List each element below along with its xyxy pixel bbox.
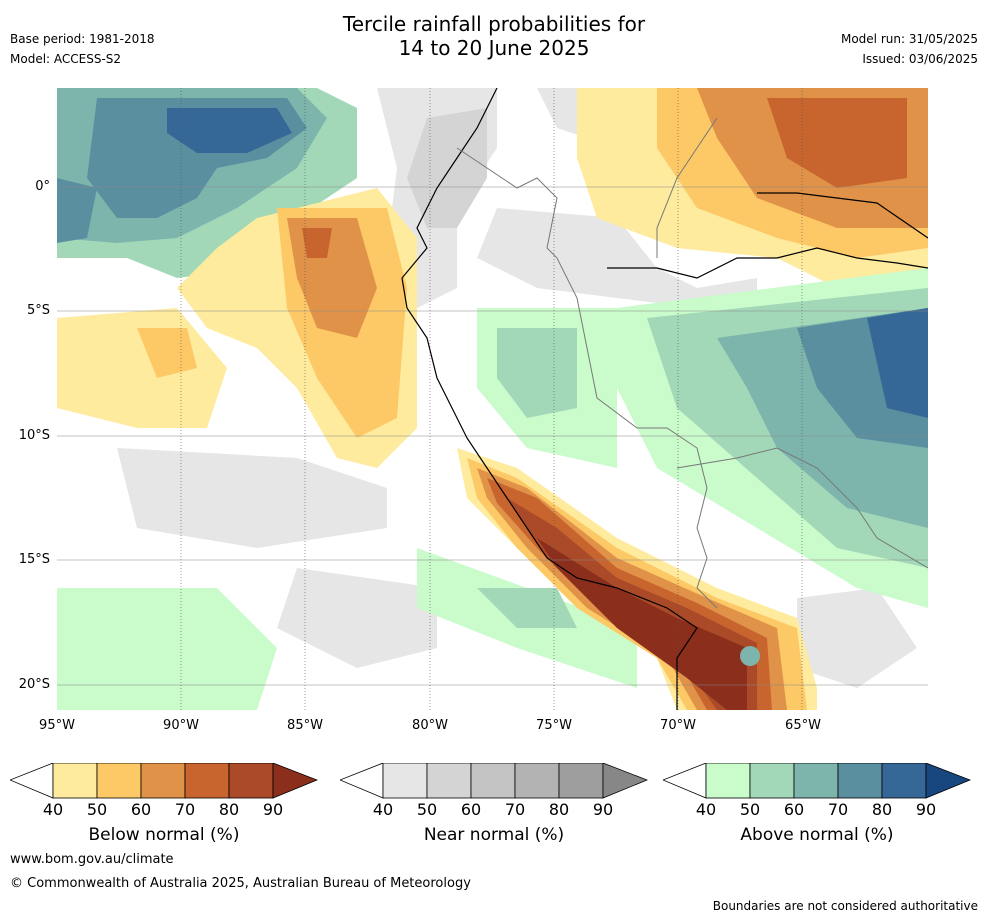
map-title: Tercile rainfall probabilities for 14 to… (0, 12, 988, 60)
lon-label-65w: 65°W (785, 718, 821, 733)
lat-label-20s: 20°S (18, 677, 50, 692)
above-seg-2 (749, 763, 795, 799)
latitude-lines (57, 186, 928, 686)
boundaries (456, 117, 928, 609)
title-line-2: 14 to 20 June 2025 (398, 36, 590, 60)
model-run: Model run: 31/05/2025 (840, 32, 978, 46)
near-seg-6 (602, 763, 648, 799)
above-tick-90: 90 (915, 800, 937, 819)
below-tick-40: 40 (42, 800, 64, 819)
lat-label-0: 0° (35, 179, 50, 194)
above-seg-3 (793, 763, 839, 799)
near-tick-60: 60 (460, 800, 482, 819)
near-seg-3 (470, 763, 516, 799)
lon-label-90w: 90°W (163, 718, 199, 733)
near-seg-4 (514, 763, 560, 799)
near-seg-5 (558, 763, 604, 799)
below-tick-60: 60 (130, 800, 152, 819)
near-tick-80: 80 (548, 800, 570, 819)
below-tick-50: 50 (86, 800, 108, 819)
above-tick-60: 60 (783, 800, 805, 819)
model-name: Model: ACCESS-S2 (10, 52, 122, 66)
below-seg-4 (184, 763, 230, 799)
base-period: Base period: 1981-2018 (10, 32, 155, 46)
colorbar-below-normal (10, 763, 318, 799)
above-seg-6 (925, 763, 971, 799)
below-tick-80: 80 (218, 800, 240, 819)
near-tick-50: 50 (416, 800, 438, 819)
above-normal-label: Above normal (%) (740, 825, 894, 845)
lon-label-95w: 95°W (39, 718, 75, 733)
footer-url[interactable]: www.bom.gov.au/climate (10, 852, 174, 867)
lat-label-5s: 5°S (26, 303, 50, 318)
above-seg-5 (881, 763, 927, 799)
near-normal-label: Near normal (%) (423, 825, 565, 845)
below-normal-label: Below normal (%) (88, 825, 240, 845)
lon-label-80w: 80°W (412, 718, 448, 733)
below-seg-2 (96, 763, 142, 799)
probability-map (57, 88, 928, 710)
meta-right: Model run: 31/05/2025 Issued: 03/06/2025 (841, 31, 978, 67)
below-seg-1 (52, 763, 98, 799)
below-seg-5 (228, 763, 274, 799)
above-tick-50: 50 (739, 800, 761, 819)
colorbar-near-normal (340, 763, 648, 799)
near-seg-2 (426, 763, 472, 799)
below-seg-6 (272, 763, 318, 799)
colorbar-above-normal (663, 763, 971, 799)
lat-label-10s: 10°S (18, 428, 50, 443)
river-line-north (757, 192, 928, 239)
below-tick-90: 90 (262, 800, 284, 819)
lon-label-85w: 85°W (287, 718, 323, 733)
footer-copyright: © Commonwealth of Australia 2025, Austra… (10, 876, 471, 891)
river-line (607, 247, 928, 279)
above-seg-0 (663, 763, 707, 799)
issued-date: Issued: 03/06/2025 (862, 52, 978, 66)
above-tick-40: 40 (695, 800, 717, 819)
above-seg-4 (837, 763, 883, 799)
below-seg-3 (140, 763, 186, 799)
near-tick-40: 40 (372, 800, 394, 819)
lon-label-70w: 70°W (660, 718, 696, 733)
meta-left: Base period: 1981-2018 Model: ACCESS-S2 (10, 31, 155, 67)
map-shading (57, 88, 928, 710)
above-seg-1 (705, 763, 751, 799)
coastline (401, 88, 698, 710)
below-tick-70: 70 (174, 800, 196, 819)
near-tick-70: 70 (504, 800, 526, 819)
above-tick-70: 70 (827, 800, 849, 819)
near-seg-0 (340, 763, 384, 799)
near-seg-1 (382, 763, 428, 799)
lat-label-15s: 15°S (18, 552, 50, 567)
footer-disclaimer: Boundaries are not considered authoritat… (712, 899, 978, 913)
below-seg-0 (10, 763, 54, 799)
near-tick-90: 90 (592, 800, 614, 819)
title-line-1: Tercile rainfall probabilities for (342, 12, 646, 36)
above-tick-80: 80 (871, 800, 893, 819)
lon-label-75w: 75°W (536, 718, 572, 733)
